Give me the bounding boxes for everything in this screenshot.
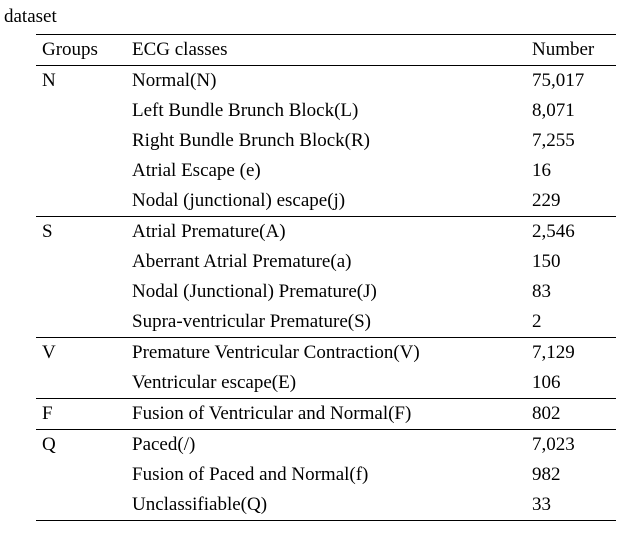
cell-group: [36, 490, 126, 521]
cell-ecg-class: Unclassifiable(Q): [126, 490, 526, 521]
table-header-row: Groups ECG classes Number: [36, 35, 616, 66]
table-row: NNormal(N)75,017: [36, 66, 616, 97]
cell-number: 7,023: [526, 430, 616, 461]
cell-group: [36, 186, 126, 217]
cell-number: 75,017: [526, 66, 616, 97]
table-row: Fusion of Paced and Normal(f)982: [36, 460, 616, 490]
table-row: VPremature Ventricular Contraction(V)7,1…: [36, 338, 616, 369]
cell-group: [36, 96, 126, 126]
cell-group: Q: [36, 430, 126, 461]
cell-ecg-class: Left Bundle Brunch Block(L): [126, 96, 526, 126]
cell-group: [36, 277, 126, 307]
table-row: Nodal (junctional) escape(j)229: [36, 186, 616, 217]
cell-group: F: [36, 399, 126, 430]
cell-group: N: [36, 66, 126, 97]
cell-ecg-class: Nodal (junctional) escape(j): [126, 186, 526, 217]
cell-number: 2,546: [526, 217, 616, 248]
col-header-number: Number: [526, 35, 616, 66]
table-row: Unclassifiable(Q)33: [36, 490, 616, 521]
cell-ecg-class: Nodal (Junctional) Premature(J): [126, 277, 526, 307]
cell-group: V: [36, 338, 126, 369]
cell-ecg-class: Fusion of Paced and Normal(f): [126, 460, 526, 490]
cell-ecg-class: Supra-ventricular Premature(S): [126, 307, 526, 338]
cell-group: [36, 368, 126, 399]
cell-group: S: [36, 217, 126, 248]
cell-number: 802: [526, 399, 616, 430]
cell-number: 16: [526, 156, 616, 186]
cell-number: 83: [526, 277, 616, 307]
table-row: Nodal (Junctional) Premature(J)83: [36, 277, 616, 307]
cell-group: [36, 126, 126, 156]
cell-group: [36, 156, 126, 186]
table-row: SAtrial Premature(A)2,546: [36, 217, 616, 248]
cell-number: 7,129: [526, 338, 616, 369]
table-row: Aberrant Atrial Premature(a)150: [36, 247, 616, 277]
col-header-classes: ECG classes: [126, 35, 526, 66]
cell-ecg-class: Fusion of Ventricular and Normal(F): [126, 399, 526, 430]
ecg-classes-table: Groups ECG classes Number NNormal(N)75,0…: [36, 34, 616, 521]
cell-number: 2: [526, 307, 616, 338]
cell-group: [36, 247, 126, 277]
table-row: QPaced(/)7,023: [36, 430, 616, 461]
cell-ecg-class: Aberrant Atrial Premature(a): [126, 247, 526, 277]
cell-group: [36, 460, 126, 490]
cell-number: 229: [526, 186, 616, 217]
cell-number: 982: [526, 460, 616, 490]
cell-ecg-class: Right Bundle Brunch Block(R): [126, 126, 526, 156]
cell-ecg-class: Normal(N): [126, 66, 526, 97]
table-row: Ventricular escape(E)106: [36, 368, 616, 399]
table-row: Atrial Escape (e)16: [36, 156, 616, 186]
table-row: Right Bundle Brunch Block(R)7,255: [36, 126, 616, 156]
table-row: Left Bundle Brunch Block(L)8,071: [36, 96, 616, 126]
cell-ecg-class: Paced(/): [126, 430, 526, 461]
cell-number: 106: [526, 368, 616, 399]
table-caption: dataset: [0, 0, 640, 34]
cell-ecg-class: Atrial Escape (e): [126, 156, 526, 186]
cell-ecg-class: Ventricular escape(E): [126, 368, 526, 399]
cell-number: 150: [526, 247, 616, 277]
table-body: NNormal(N)75,017Left Bundle Brunch Block…: [36, 66, 616, 521]
table-container: Groups ECG classes Number NNormal(N)75,0…: [0, 34, 640, 521]
cell-number: 33: [526, 490, 616, 521]
col-header-groups: Groups: [36, 35, 126, 66]
cell-ecg-class: Premature Ventricular Contraction(V): [126, 338, 526, 369]
cell-number: 8,071: [526, 96, 616, 126]
table-row: FFusion of Ventricular and Normal(F)802: [36, 399, 616, 430]
cell-ecg-class: Atrial Premature(A): [126, 217, 526, 248]
table-row: Supra-ventricular Premature(S)2: [36, 307, 616, 338]
cell-number: 7,255: [526, 126, 616, 156]
cell-group: [36, 307, 126, 338]
